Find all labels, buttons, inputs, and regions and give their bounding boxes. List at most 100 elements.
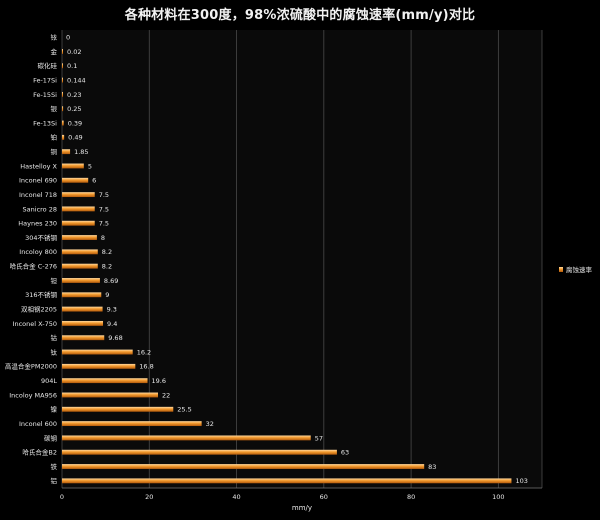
category-label: Inconel 690 xyxy=(19,177,57,185)
value-label: 22 xyxy=(162,391,170,399)
bar xyxy=(62,91,64,97)
category-label: Inconel X-750 xyxy=(13,320,57,328)
value-label: 16.8 xyxy=(139,363,153,371)
x-tick-label: 20 xyxy=(145,493,153,501)
bar xyxy=(62,120,64,126)
value-label: 0.39 xyxy=(68,119,82,127)
category-label: 镍 xyxy=(51,405,58,414)
x-tick-label: 60 xyxy=(320,493,328,501)
bar xyxy=(62,134,65,140)
value-label: 8.69 xyxy=(104,277,118,285)
bar xyxy=(62,335,105,341)
category-label: 钽 xyxy=(51,276,58,285)
category-label: Hastelloy X xyxy=(20,162,57,170)
value-label: 0.144 xyxy=(67,76,86,84)
bar xyxy=(62,77,63,83)
legend-label: 腐蚀速率 xyxy=(566,265,593,274)
value-label: 9 xyxy=(105,291,109,299)
bar xyxy=(62,220,95,226)
category-label: Incoloy MA956 xyxy=(9,391,57,399)
category-label: 哈氏合金 C-276 xyxy=(10,262,57,271)
bars xyxy=(62,49,512,484)
bar xyxy=(62,421,202,427)
bar xyxy=(62,149,71,155)
bar xyxy=(62,478,512,484)
bar xyxy=(62,278,100,283)
bar xyxy=(62,363,136,369)
value-label: 1.85 xyxy=(74,148,88,156)
x-tick-label: 40 xyxy=(232,493,240,501)
category-labels: 铝铁 哈氏合金B2 碳钢 Inconel 600 镍 Incoloy MA956 904L 高… xyxy=(5,33,58,486)
category-label: 904L xyxy=(41,377,57,385)
value-label: 8.2 xyxy=(102,248,112,256)
value-label: 7.5 xyxy=(99,205,109,213)
bar xyxy=(62,449,337,455)
category-label: 高温合金PM2000 xyxy=(5,362,57,371)
category-label: 316不锈钢 xyxy=(25,290,57,299)
category-label: 铝 xyxy=(51,476,58,485)
category-label: Inconel 718 xyxy=(19,191,57,199)
value-label: 7.5 xyxy=(99,191,109,199)
category-label: Sanicro 28 xyxy=(23,205,57,213)
bar xyxy=(62,177,89,183)
bar xyxy=(62,349,133,355)
value-label: 7.5 xyxy=(99,220,109,228)
bar xyxy=(62,249,98,255)
bar xyxy=(62,49,63,54)
legend: 腐蚀速率 xyxy=(559,265,593,274)
value-label: 63 xyxy=(341,449,349,457)
category-label: 铁 xyxy=(51,462,58,471)
value-label: 8.2 xyxy=(102,263,112,271)
value-label: 9.68 xyxy=(108,334,122,342)
value-label: 57 xyxy=(315,434,323,442)
value-label: 103 xyxy=(515,477,527,485)
category-label: 碳钢 xyxy=(44,433,58,442)
chart-title: 各种材料在300度，98%浓硫酸中的腐蚀速率(mm/y)对比 xyxy=(124,8,476,23)
value-label: 32 xyxy=(206,420,214,428)
bar xyxy=(62,263,98,269)
bar xyxy=(62,192,95,198)
category-label: 双相钢2205 xyxy=(21,304,57,313)
bar xyxy=(62,435,311,441)
bar xyxy=(62,163,84,169)
bar xyxy=(62,320,104,326)
category-label: 304不锈钢 xyxy=(25,233,57,242)
gridlines xyxy=(61,30,543,489)
category-label: 钴 xyxy=(51,333,58,342)
legend-swatch xyxy=(559,267,563,272)
x-tick-label: 100 xyxy=(492,493,504,501)
value-label: 9.3 xyxy=(107,305,117,313)
category-label: 碳化硅 xyxy=(38,61,58,70)
value-label: 25.5 xyxy=(177,406,191,414)
category-label: 铜 xyxy=(51,147,58,156)
bar xyxy=(62,378,148,384)
value-label: 0.23 xyxy=(67,91,81,99)
bar xyxy=(62,292,102,298)
bar xyxy=(62,63,63,69)
bar xyxy=(62,235,97,240)
x-tick-labels: 0 20 40 60 80 100 xyxy=(60,493,505,501)
value-label: 9.4 xyxy=(107,320,117,328)
category-label: 银 xyxy=(51,104,58,113)
category-label: Fe-15Si xyxy=(33,91,57,99)
plot-area xyxy=(62,30,542,488)
value-label: 0 xyxy=(66,34,70,42)
value-label: 83 xyxy=(428,463,436,471)
category-label: Fe-17Si xyxy=(33,76,57,84)
value-label: 6 xyxy=(92,177,96,185)
value-label: 0.49 xyxy=(68,134,82,142)
value-label: 0.02 xyxy=(67,48,81,56)
category-label: 铂 xyxy=(51,133,58,142)
category-label: 哈氏合金B2 xyxy=(22,448,57,457)
value-label: 8 xyxy=(101,234,105,242)
category-label: 铱 xyxy=(51,33,58,42)
category-label: 钛 xyxy=(51,347,58,356)
bar xyxy=(62,106,64,112)
bar xyxy=(62,464,425,469)
bar xyxy=(62,206,95,212)
category-label: Fe-13Si xyxy=(33,119,57,127)
value-label: 16.2 xyxy=(137,348,151,356)
value-label: 5 xyxy=(88,162,92,170)
